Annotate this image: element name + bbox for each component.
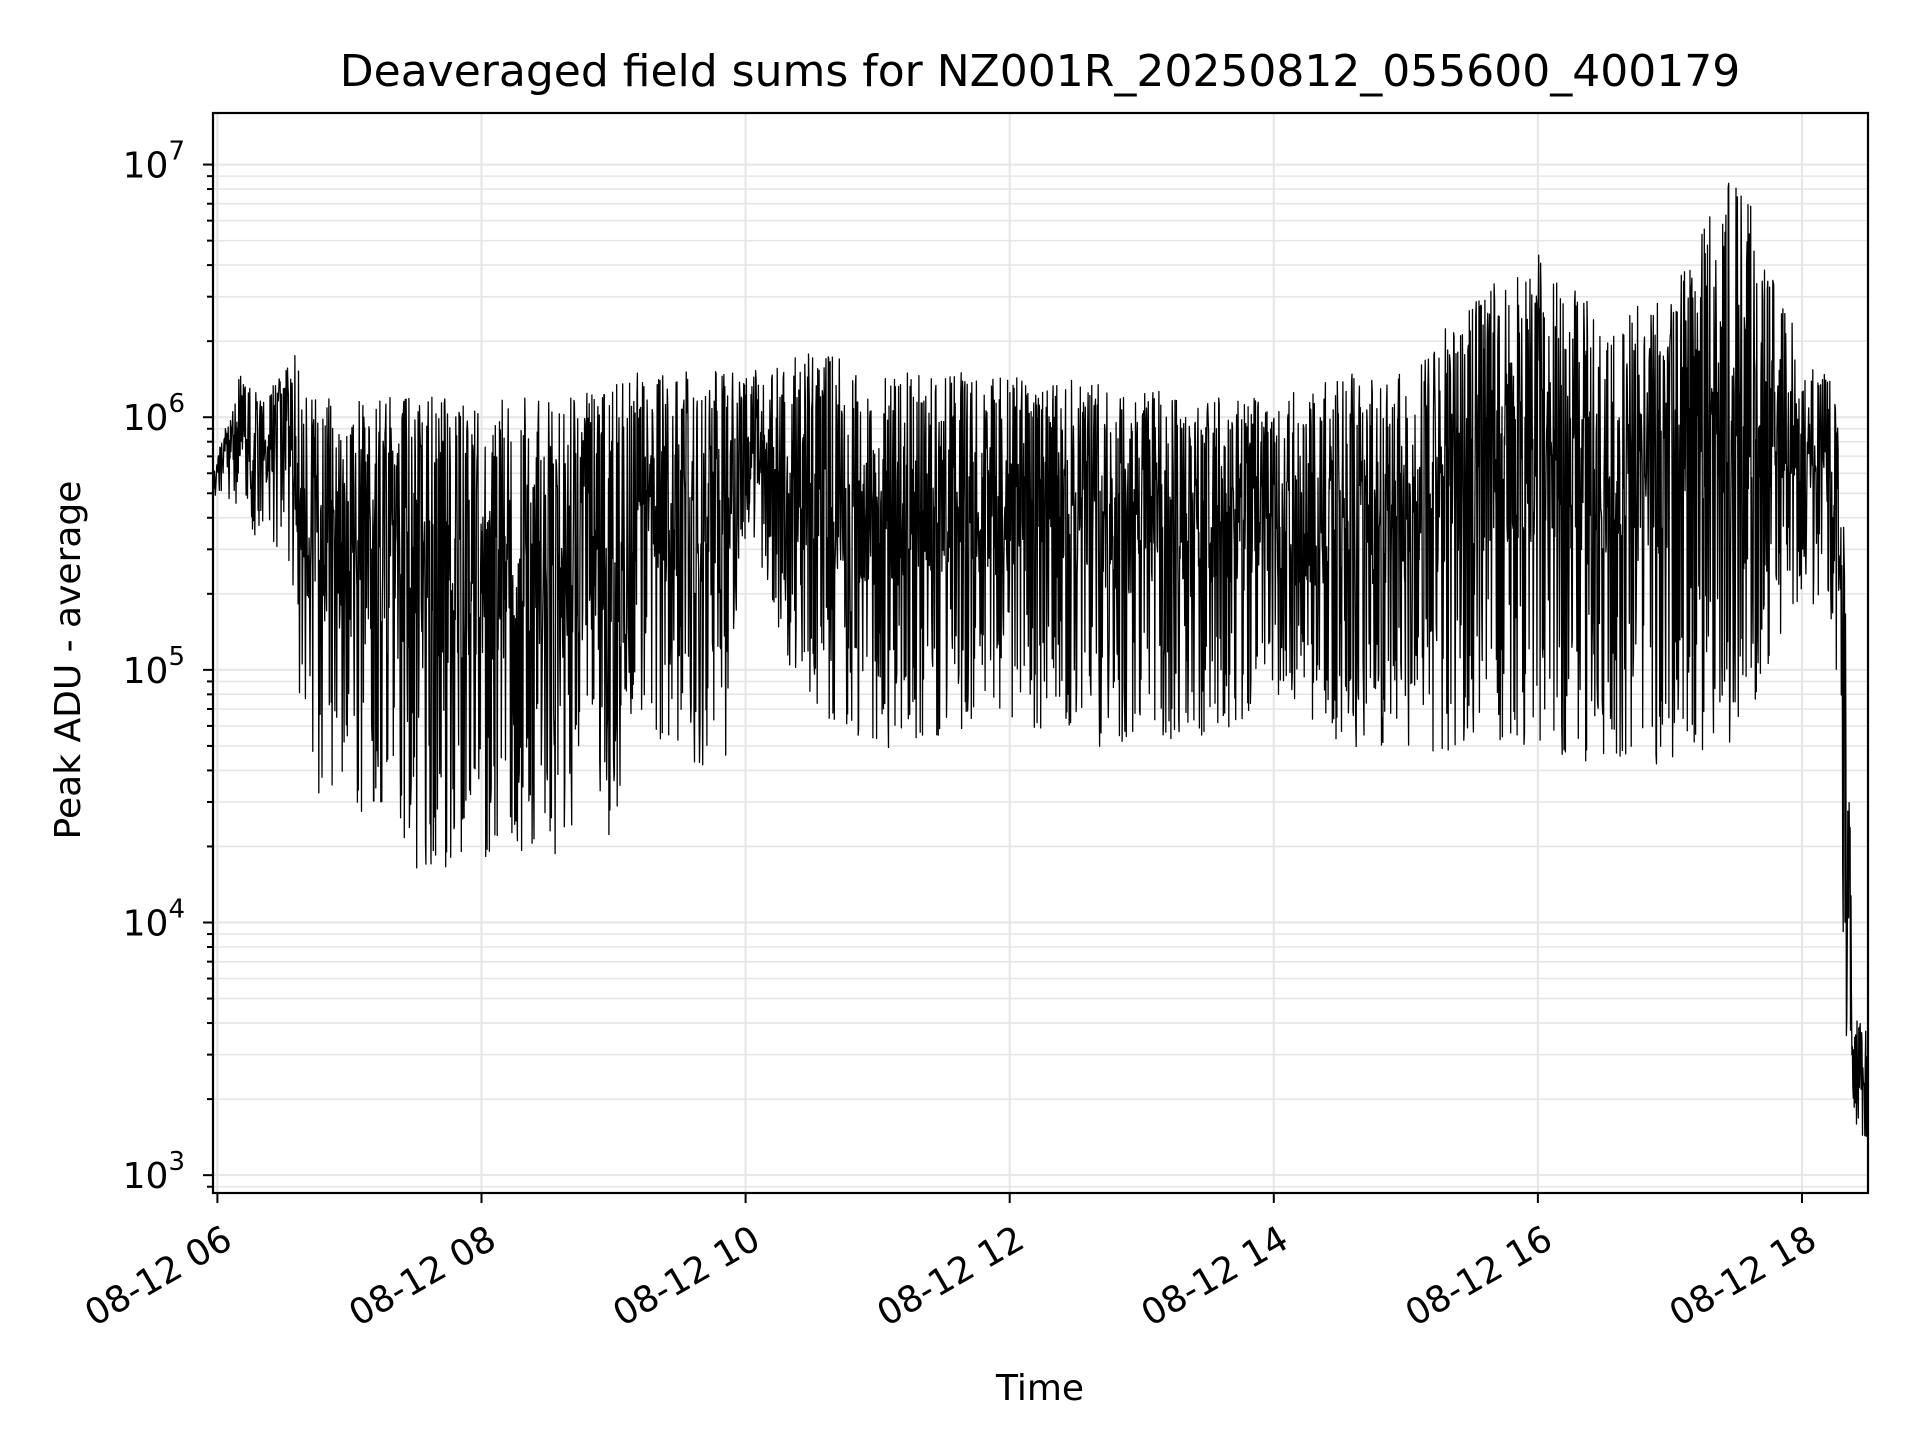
y-tick-base: 10 bbox=[123, 398, 169, 439]
series-group bbox=[212, 182, 1869, 1138]
y-tick-label: 105 bbox=[123, 642, 185, 692]
y-tick-exponent: 3 bbox=[168, 1147, 185, 1177]
series-line bbox=[212, 182, 1869, 1138]
y-axis-label: Peak ADU - average bbox=[48, 481, 89, 840]
y-tick-exponent: 6 bbox=[168, 389, 185, 419]
y-tick-base: 10 bbox=[123, 146, 169, 187]
y-tick-exponent: 7 bbox=[168, 137, 185, 167]
y-tick-label: 107 bbox=[123, 137, 185, 187]
y-tick-base: 10 bbox=[123, 1156, 169, 1197]
plot-frame bbox=[211, 111, 1870, 1195]
y-tick-label: 103 bbox=[123, 1147, 185, 1197]
y-tick-label: 106 bbox=[123, 389, 185, 439]
y-tick-base: 10 bbox=[123, 904, 169, 945]
x-axis-label: Time bbox=[995, 1368, 1084, 1409]
y-tick-exponent: 4 bbox=[168, 895, 185, 925]
y-tick-exponent: 5 bbox=[168, 642, 185, 672]
y-tick-label: 104 bbox=[123, 895, 185, 945]
chart-title: Deaveraged field sums for NZ001R_2025081… bbox=[340, 46, 1740, 97]
y-tick-base: 10 bbox=[123, 651, 169, 692]
